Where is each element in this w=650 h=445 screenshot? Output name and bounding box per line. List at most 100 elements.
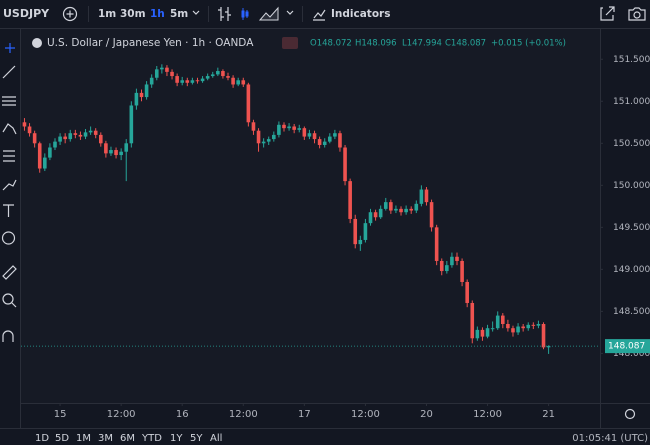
- candle-body: [251, 122, 256, 131]
- pattern-tool[interactable]: [2, 123, 17, 135]
- legend-values: O148.072 H148.096 L147.994 C148.087 +0.015 (…: [310, 39, 566, 49]
- candle-body: [506, 323, 510, 329]
- candle-body: [88, 130, 93, 133]
- candle-body: [119, 151, 123, 156]
- candle-body: [73, 133, 78, 135]
- candle-body: [104, 143, 108, 154]
- area-style-icon[interactable]: [258, 6, 279, 21]
- candle-body: [429, 202, 434, 228]
- candle-body: [236, 80, 240, 85]
- emoji-tool[interactable]: [1, 231, 16, 245]
- interval-button[interactable]: 30m: [120, 8, 146, 20]
- candle-body: [389, 202, 393, 211]
- interval-button[interactable]: 5m: [170, 8, 188, 20]
- legend-title: U.S. Dollar / Japanese Yen · 1h · OANDA: [47, 37, 254, 49]
- forecast-tool[interactable]: [3, 150, 15, 162]
- settings-icon[interactable]: [624, 408, 636, 420]
- candle-body: [37, 143, 42, 169]
- x-tick-label: 12:00: [229, 409, 258, 420]
- symbol-logo: [32, 38, 42, 48]
- text-tool[interactable]: [3, 204, 14, 217]
- candle-body: [292, 126, 296, 130]
- interval-dropdown[interactable]: [192, 10, 200, 15]
- y-tick-label: 148.000: [613, 349, 650, 359]
- candle-body: [277, 124, 281, 135]
- candle-body: [241, 80, 246, 85]
- candle-body: [287, 126, 291, 129]
- candle-body: [205, 76, 210, 79]
- x-tick-label: 12:00: [351, 409, 380, 420]
- candle-body: [165, 67, 169, 72]
- intervals: 1m 30m 1h 5m: [98, 8, 188, 20]
- candle-body: [358, 239, 363, 245]
- candle-body: [48, 147, 52, 158]
- y-tick-label: 149.500: [613, 223, 650, 233]
- interval-button[interactable]: 1m: [98, 8, 116, 20]
- candle-body: [317, 139, 322, 145]
- candle-body: [383, 202, 388, 209]
- candle-body: [419, 189, 424, 204]
- interval-button[interactable]: 1h: [150, 8, 165, 20]
- x-tick-label: 15: [54, 409, 67, 420]
- candle-body: [221, 71, 225, 77]
- zoom-tool[interactable]: [2, 293, 14, 305]
- candle-body: [439, 260, 444, 272]
- candle-body: [460, 260, 464, 282]
- range-button[interactable]: 1Y: [170, 433, 183, 444]
- candle-body: [378, 208, 383, 218]
- candle-body: [338, 133, 342, 148]
- candle-body: [495, 315, 500, 329]
- candle-body: [256, 130, 261, 144]
- brush-tool[interactable]: [2, 179, 17, 191]
- fullscreen-icon[interactable]: [600, 6, 615, 21]
- candle-body: [465, 281, 469, 303]
- candle-body: [261, 141, 266, 144]
- candle-body: [27, 126, 32, 134]
- candle-body: [343, 147, 347, 182]
- range-button[interactable]: 5D: [55, 433, 69, 444]
- range-button[interactable]: All: [210, 433, 222, 444]
- ruler-tool[interactable]: [2, 265, 17, 280]
- candle-body: [445, 265, 449, 272]
- candle-body: [272, 134, 276, 140]
- magnet-tool[interactable]: [2, 330, 14, 342]
- style-dropdown[interactable]: [286, 10, 294, 15]
- range-button[interactable]: 1M: [76, 433, 91, 444]
- add-symbol[interactable]: [62, 6, 78, 22]
- candle-body: [511, 328, 515, 333]
- indicators-button[interactable]: Indicators: [331, 8, 390, 20]
- crosshair-tool[interactable]: [5, 43, 15, 53]
- candle-body: [185, 80, 190, 83]
- range-button[interactable]: 3M: [98, 433, 113, 444]
- candle-body: [516, 326, 520, 333]
- candle-body: [175, 76, 179, 83]
- bar-style-icon[interactable]: [218, 7, 231, 21]
- plot: 148.000 148.500 149.000 149.500 150.000 150.5…: [21, 55, 650, 420]
- market-status[interactable]: [282, 37, 298, 49]
- trendline-tool[interactable]: [2, 65, 16, 79]
- snapshot-icon[interactable]: [628, 7, 646, 21]
- candle-body: [526, 324, 531, 329]
- range-button[interactable]: 6M: [120, 433, 135, 444]
- zoom-handle: [11, 302, 17, 308]
- x-tick-label: 16: [176, 409, 189, 420]
- legend-value: H148.096: [355, 39, 397, 49]
- range-button[interactable]: 5Y: [190, 433, 203, 444]
- fib-tool[interactable]: [2, 96, 16, 106]
- add-symbol-plus: [66, 10, 74, 18]
- range-button[interactable]: YTD: [141, 433, 162, 444]
- symbol[interactable]: USDJPY: [3, 7, 50, 20]
- candle-body: [373, 212, 378, 218]
- candle-body: [475, 329, 480, 339]
- x-tick-label: 12:00: [107, 409, 136, 420]
- candle-style-icon[interactable]: [241, 8, 249, 20]
- indicators-icon[interactable]: [313, 9, 326, 21]
- range-button[interactable]: 1D: [35, 433, 49, 444]
- candle-body: [531, 324, 536, 326]
- candle-body: [399, 208, 403, 213]
- y-tick-label: 149.000: [613, 265, 650, 275]
- candle-body: [322, 141, 327, 145]
- candle-body: [297, 128, 302, 130]
